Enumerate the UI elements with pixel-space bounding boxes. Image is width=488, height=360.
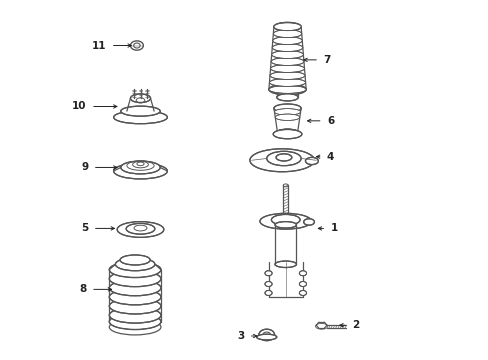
Ellipse shape: [120, 255, 150, 265]
Ellipse shape: [271, 51, 303, 59]
Ellipse shape: [264, 291, 271, 296]
Ellipse shape: [260, 213, 311, 229]
Ellipse shape: [117, 222, 163, 237]
Text: 2: 2: [351, 320, 359, 330]
Ellipse shape: [109, 271, 161, 287]
Text: 10: 10: [72, 102, 86, 112]
Ellipse shape: [299, 282, 306, 287]
Ellipse shape: [109, 289, 161, 305]
Ellipse shape: [273, 30, 301, 37]
Ellipse shape: [274, 261, 296, 267]
Ellipse shape: [109, 262, 161, 278]
Ellipse shape: [274, 222, 296, 228]
Ellipse shape: [303, 219, 314, 225]
Ellipse shape: [273, 22, 301, 31]
Ellipse shape: [268, 84, 305, 95]
Ellipse shape: [273, 130, 301, 139]
Ellipse shape: [305, 157, 318, 165]
Ellipse shape: [277, 129, 297, 135]
Ellipse shape: [269, 72, 305, 80]
Text: 1: 1: [330, 224, 337, 233]
Ellipse shape: [249, 149, 314, 172]
Text: 9: 9: [81, 162, 88, 172]
Ellipse shape: [130, 94, 150, 103]
Ellipse shape: [268, 86, 305, 93]
Ellipse shape: [270, 64, 304, 72]
Ellipse shape: [266, 151, 301, 166]
Ellipse shape: [258, 329, 274, 341]
Ellipse shape: [299, 271, 306, 276]
Ellipse shape: [271, 215, 300, 225]
Ellipse shape: [273, 23, 301, 31]
Ellipse shape: [274, 109, 300, 115]
Ellipse shape: [256, 334, 276, 340]
Ellipse shape: [113, 111, 167, 124]
Ellipse shape: [113, 163, 167, 179]
Ellipse shape: [109, 280, 161, 296]
Ellipse shape: [264, 271, 271, 276]
Ellipse shape: [121, 106, 160, 116]
Text: 6: 6: [326, 116, 333, 126]
Ellipse shape: [276, 154, 291, 161]
Ellipse shape: [273, 104, 301, 113]
Ellipse shape: [109, 307, 161, 323]
Ellipse shape: [109, 298, 161, 314]
Text: 4: 4: [326, 152, 334, 162]
Ellipse shape: [269, 78, 305, 86]
Text: 5: 5: [81, 224, 88, 233]
Text: 7: 7: [323, 55, 330, 65]
Ellipse shape: [272, 44, 302, 51]
Ellipse shape: [275, 114, 299, 121]
Ellipse shape: [299, 291, 306, 296]
Ellipse shape: [270, 58, 304, 66]
Text: 3: 3: [237, 331, 244, 341]
Text: 8: 8: [79, 284, 86, 294]
Ellipse shape: [264, 282, 271, 287]
Text: 11: 11: [92, 41, 106, 50]
Ellipse shape: [109, 314, 161, 329]
Ellipse shape: [126, 224, 155, 234]
Ellipse shape: [276, 94, 298, 101]
Ellipse shape: [272, 37, 302, 45]
Ellipse shape: [121, 161, 160, 174]
Ellipse shape: [115, 258, 155, 271]
